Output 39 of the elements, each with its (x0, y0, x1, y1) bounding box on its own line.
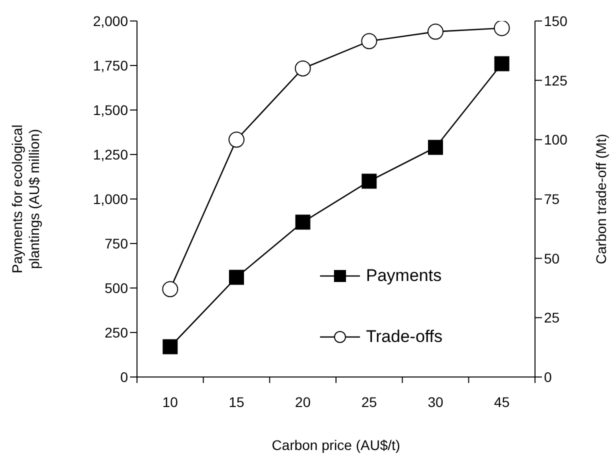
y2-tick-label: 25 (544, 310, 560, 326)
x-tick-label: 15 (228, 394, 244, 410)
point (229, 270, 244, 285)
y-tick-label: 750 (104, 235, 128, 252)
y2-axis-title: Carbon trade-off (Mt) (593, 134, 609, 264)
legend-label: Trade-offs (366, 327, 443, 346)
point (428, 24, 444, 40)
x-tick-label: 25 (361, 394, 378, 410)
y2-tick-label: 75 (544, 190, 560, 207)
y-tick-label: 250 (104, 324, 128, 340)
point (295, 214, 310, 230)
y-tick-label: 1,000 (92, 190, 128, 207)
x-axis-title: Carbon price (AU$/t) (272, 437, 400, 453)
point (228, 132, 244, 148)
x-tick-label: 20 (295, 394, 311, 410)
y2-tick-label: 0 (544, 368, 552, 385)
legend-label: Payments (366, 266, 442, 285)
point (494, 56, 510, 72)
y-axis-title: Payments for ecological plantings (AU$ million) (9, 124, 42, 274)
y-tick-label: 1,500 (92, 102, 128, 118)
x-tick-label: 30 (428, 394, 444, 410)
y-tick-label: 1,250 (92, 146, 128, 162)
point (162, 281, 178, 298)
x-tick-label: 10 (162, 394, 178, 410)
x-tick-label: 45 (494, 394, 510, 410)
y-tick-label: 2,000 (92, 12, 128, 29)
y2-tick-label: 125 (544, 72, 568, 88)
y2-tick-label: 100 (544, 132, 568, 148)
point (362, 174, 377, 189)
y-tick-label: 1,750 (92, 57, 128, 74)
y2-tick-label: 50 (544, 250, 560, 266)
point (494, 21, 510, 36)
y-tick-label: 0 (120, 368, 128, 385)
point (162, 339, 178, 354)
point (361, 33, 378, 50)
y-tick-label: 500 (104, 280, 128, 296)
point (294, 60, 311, 76)
point (428, 140, 443, 155)
y2-tick-label: 150 (544, 12, 568, 29)
